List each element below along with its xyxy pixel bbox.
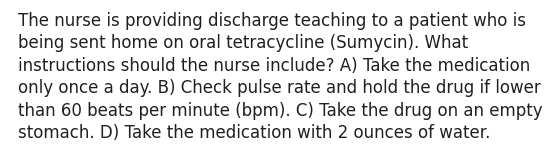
Text: being sent home on oral tetracycline (Sumycin). What: being sent home on oral tetracycline (Su… <box>18 35 468 52</box>
Text: stomach. D) Take the medication with 2 ounces of water.: stomach. D) Take the medication with 2 o… <box>18 125 490 142</box>
Text: than 60 beats per minute (bpm). C) Take the drug on an empty: than 60 beats per minute (bpm). C) Take … <box>18 102 542 120</box>
Text: instructions should the nurse include? A) Take the medication: instructions should the nurse include? A… <box>18 57 530 75</box>
Text: only once a day. B) Check pulse rate and hold the drug if lower: only once a day. B) Check pulse rate and… <box>18 79 541 98</box>
Text: The nurse is providing discharge teaching to a patient who is: The nurse is providing discharge teachin… <box>18 12 526 30</box>
